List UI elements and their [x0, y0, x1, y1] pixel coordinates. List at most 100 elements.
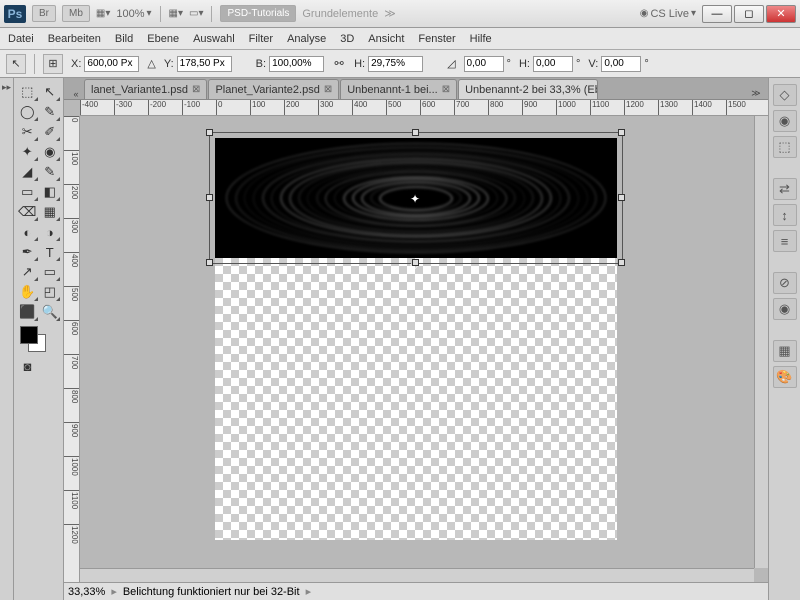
panel-icon[interactable]: ⬚: [773, 136, 797, 158]
tool[interactable]: ⬛: [16, 302, 39, 322]
panel-icon[interactable]: ◇: [773, 84, 797, 106]
transform-handle[interactable]: [206, 259, 213, 266]
w-input[interactable]: [269, 56, 324, 72]
x-input[interactable]: [84, 56, 139, 72]
bridge-button[interactable]: Br: [32, 5, 56, 22]
delta-icon[interactable]: △: [147, 57, 155, 70]
transform-handle[interactable]: [618, 194, 625, 201]
cslive-button[interactable]: ◉ CS Live ▾: [640, 8, 696, 20]
menu-analyse[interactable]: Analyse: [287, 33, 326, 45]
tool[interactable]: ◑: [39, 222, 62, 242]
tool[interactable]: ▭: [39, 262, 62, 282]
tab-close-icon[interactable]: ⊠: [324, 84, 332, 95]
tools-collapse-strip[interactable]: ▸▸: [0, 78, 14, 600]
panel-icon[interactable]: ▦: [773, 340, 797, 362]
reference-point-icon[interactable]: ⊞: [43, 54, 63, 74]
transform-handle[interactable]: [618, 259, 625, 266]
zoom-select[interactable]: 100% ▾: [116, 8, 151, 20]
panel-icon[interactable]: ◉: [773, 298, 797, 320]
document-tab[interactable]: lanet_Variante1.psd⊠: [84, 79, 207, 99]
tool[interactable]: ✐: [39, 122, 62, 142]
h-input[interactable]: [368, 56, 423, 72]
fg-swatch[interactable]: [20, 326, 38, 344]
tool[interactable]: ▦: [39, 202, 62, 222]
screen-mode-select[interactable]: ▭▾: [189, 8, 203, 19]
tool[interactable]: 🔍: [39, 302, 62, 322]
transform-handle[interactable]: [206, 129, 213, 136]
tool[interactable]: ◐: [16, 222, 39, 242]
tool[interactable]: T: [39, 242, 62, 262]
tabs-scroll-right[interactable]: ≫: [748, 88, 764, 99]
h-skew-input[interactable]: [533, 56, 573, 72]
grundelemente-label[interactable]: Grundelemente: [302, 8, 378, 20]
menu-datei[interactable]: Datei: [8, 33, 34, 45]
document-tab[interactable]: Unbenannt-2 bei 33,3% (Ebene 0, RGB/8) *…: [458, 79, 598, 99]
panel-icon[interactable]: ⊘: [773, 272, 797, 294]
tool[interactable]: ◧: [39, 182, 62, 202]
tool[interactable]: ✎: [39, 162, 62, 182]
tabs-scroll-left[interactable]: «: [68, 89, 84, 99]
menu-bearbeiten[interactable]: Bearbeiten: [48, 33, 101, 45]
y-input[interactable]: [177, 56, 232, 72]
panels-strip: ◇ ◉ ⬚ ⇄ ↕ ≡ ⊘ ◉ ▦ 🎨: [768, 78, 800, 600]
document-tab[interactable]: Planet_Variante2.psd⊠: [208, 79, 339, 99]
menu-bild[interactable]: Bild: [115, 33, 133, 45]
tool[interactable]: ⌫: [16, 202, 39, 222]
angle-icon: ◿: [447, 57, 455, 70]
document-tab[interactable]: Unbenannt-1 bei...⊠: [340, 79, 457, 99]
tab-close-icon[interactable]: ⊠: [192, 84, 200, 95]
tool[interactable]: ✒: [16, 242, 39, 262]
tool[interactable]: ⬚: [16, 82, 39, 102]
tool-preset-icon[interactable]: ↖: [6, 54, 26, 74]
menu-ebene[interactable]: Ebene: [147, 33, 179, 45]
panel-icon[interactable]: ⇄: [773, 178, 797, 200]
tool[interactable]: ◢: [16, 162, 39, 182]
scrollbar-horizontal[interactable]: [80, 568, 754, 582]
statusbar: 33,33% ▸ Belichtung funktioniert nur bei…: [64, 582, 768, 600]
tab-close-icon[interactable]: ⊠: [442, 84, 450, 95]
x-label: X:: [71, 58, 81, 70]
menu-filter[interactable]: Filter: [249, 33, 273, 45]
scrollbar-vertical[interactable]: [754, 116, 768, 568]
tool[interactable]: ▭: [16, 182, 39, 202]
tool[interactable]: ◰: [39, 282, 62, 302]
transform-handle[interactable]: [206, 194, 213, 201]
tool[interactable]: ◯: [16, 102, 39, 122]
transform-handle[interactable]: [412, 129, 419, 136]
panel-icon[interactable]: ◉: [773, 110, 797, 132]
menu-fenster[interactable]: Fenster: [418, 33, 455, 45]
panel-icon[interactable]: 🎨: [773, 366, 797, 388]
panel-icon[interactable]: ≡: [773, 230, 797, 252]
canvas-zone[interactable]: ✦ ◇: [80, 116, 768, 582]
menu-3d[interactable]: 3D: [340, 33, 354, 45]
quickmask-button[interactable]: ◙: [16, 356, 39, 376]
transform-handle[interactable]: [618, 129, 625, 136]
document-tabs: « lanet_Variante1.psd⊠Planet_Variante2.p…: [64, 78, 768, 100]
close-button[interactable]: ✕: [766, 5, 796, 23]
tool[interactable]: ◉: [39, 142, 62, 162]
menu-hilfe[interactable]: Hilfe: [470, 33, 492, 45]
tool[interactable]: ✂: [16, 122, 39, 142]
panel-icon[interactable]: ↕: [773, 204, 797, 226]
menu-ansicht[interactable]: Ansicht: [368, 33, 404, 45]
view-mode-select[interactable]: ▦▾: [96, 8, 110, 19]
arrange-select[interactable]: ▦▾: [169, 8, 183, 19]
tool[interactable]: ↖: [39, 82, 62, 102]
more-button[interactable]: ≫: [384, 7, 396, 20]
tool[interactable]: ↗: [16, 262, 39, 282]
maximize-button[interactable]: ◻: [734, 5, 764, 23]
minimize-button[interactable]: —: [702, 5, 732, 23]
psd-tutorials-button[interactable]: PSD-Tutorials: [220, 5, 296, 22]
ruler-vertical: 0100200300400500600700800900100011001200: [64, 116, 80, 582]
tool[interactable]: ✎: [39, 102, 62, 122]
link-icon[interactable]: ⚯: [332, 57, 346, 71]
minibridge-button[interactable]: Mb: [62, 5, 90, 22]
v-skew-input[interactable]: [601, 56, 641, 72]
menu-auswahl[interactable]: Auswahl: [193, 33, 235, 45]
angle-input[interactable]: [464, 56, 504, 72]
tool[interactable]: ✋: [16, 282, 39, 302]
menubar: Datei Bearbeiten Bild Ebene Auswahl Filter Ana…: [0, 28, 800, 50]
w-label: B:: [256, 58, 266, 70]
zoom-level[interactable]: 33,33%: [68, 586, 105, 598]
tool[interactable]: ✦: [16, 142, 39, 162]
